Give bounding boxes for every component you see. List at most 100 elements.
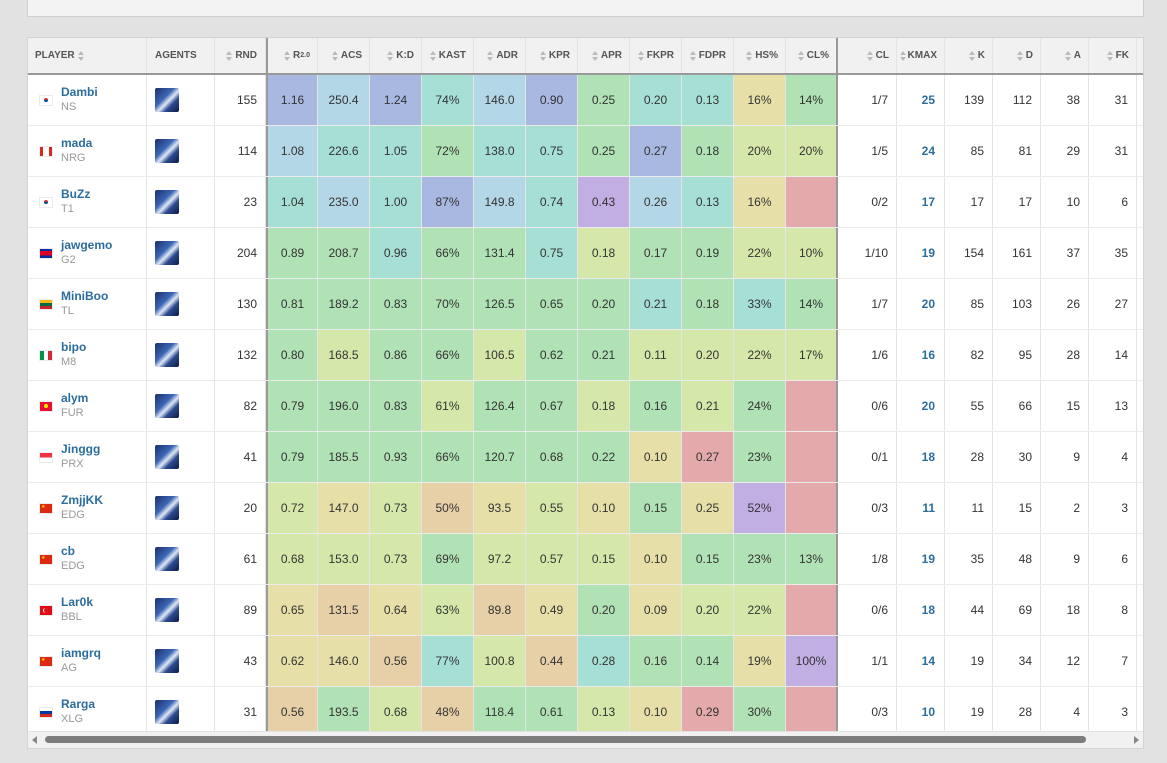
row-overflow — [1137, 228, 1143, 278]
stat-kast-cell: 70% — [422, 279, 474, 329]
stat-acs-cell: 196.0 — [318, 381, 370, 431]
player-name-link[interactable]: Dambi — [61, 85, 98, 99]
scroll-right-icon[interactable] — [1134, 736, 1139, 744]
sort-icon — [387, 50, 394, 61]
header-d[interactable]: D — [993, 38, 1041, 73]
stat-acs-cell: 189.2 — [318, 279, 370, 329]
stat-kast-cell: 66% — [422, 228, 474, 278]
header-player[interactable]: PLAYER — [28, 38, 147, 73]
header-fdpr[interactable]: FDPR — [682, 38, 734, 73]
stat-rating-cell: 0.89 — [266, 228, 318, 278]
stat-kd-cell: 0.68 — [370, 687, 422, 737]
stat-fkpr-cell: 0.10 — [630, 687, 682, 737]
player-name-link[interactable]: cb — [61, 544, 76, 558]
header-agents: AGENTS — [147, 38, 215, 73]
player-name-link[interactable]: alym — [61, 391, 89, 405]
stat-hs-cell: 19% — [734, 636, 786, 686]
header-rating-label: R — [293, 50, 301, 61]
rounds-cell: 41 — [215, 432, 266, 482]
stat-adr-cell: 93.5 — [474, 483, 526, 533]
stat-apr-cell: 0.15 — [578, 534, 630, 584]
agents-cell — [147, 687, 215, 737]
stat-clp-cell: 13% — [786, 534, 838, 584]
first-kills-cell: 7 — [1089, 636, 1137, 686]
player-name-link[interactable]: BuZz — [61, 187, 91, 201]
stat-kpr-cell: 0.75 — [526, 126, 578, 176]
stat-kd-cell: 0.73 — [370, 483, 422, 533]
player-name-link[interactable]: mada — [61, 136, 93, 150]
agents-cell — [147, 636, 215, 686]
header-kpr-label: KPR — [548, 50, 570, 61]
header-clp[interactable]: CL% — [786, 38, 838, 73]
kmax-link[interactable]: 19 — [897, 534, 945, 584]
header-adr[interactable]: ADR — [474, 38, 526, 73]
header-a[interactable]: A — [1041, 38, 1089, 73]
header-kpr[interactable]: KPR — [526, 38, 578, 73]
sort-icon — [900, 50, 906, 61]
first-kills-cell: 6 — [1089, 177, 1137, 227]
stat-kd-cell: 0.96 — [370, 228, 422, 278]
scroll-left-icon[interactable] — [32, 736, 37, 744]
header-hs[interactable]: HS% — [734, 38, 786, 73]
stat-fdpr-cell: 0.14 — [682, 636, 734, 686]
header-kmax[interactable]: KMAX — [897, 38, 945, 73]
horizontal-scrollbar[interactable] — [28, 731, 1143, 748]
player-name-link[interactable]: bipo — [61, 340, 87, 354]
stat-kd-cell: 0.83 — [370, 381, 422, 431]
row-overflow — [1137, 75, 1143, 125]
sort-icon — [429, 50, 436, 61]
first-kills-cell: 13 — [1089, 381, 1137, 431]
kmax-link[interactable]: 19 — [897, 228, 945, 278]
player-name-link[interactable]: Rarga — [61, 697, 96, 711]
kmax-link[interactable]: 16 — [897, 330, 945, 380]
header-rnd[interactable]: RND — [215, 38, 266, 73]
agent-portrait-icon — [155, 241, 179, 265]
header-k[interactable]: K — [945, 38, 993, 73]
stat-fdpr-cell: 0.21 — [682, 381, 734, 431]
stat-kd-cell: 0.83 — [370, 279, 422, 329]
header-adr-label: ADR — [496, 50, 518, 61]
kmax-link[interactable]: 20 — [897, 279, 945, 329]
country-flag-icon — [40, 299, 52, 309]
kmax-link[interactable]: 14 — [897, 636, 945, 686]
scrollbar-thumb[interactable] — [45, 736, 1086, 743]
player-name-link[interactable]: jawgemo — [61, 238, 113, 252]
rounds-cell: 155 — [215, 75, 266, 125]
player-name-link[interactable]: Jinggg — [61, 442, 101, 456]
stat-kpr-cell: 0.74 — [526, 177, 578, 227]
stat-fkpr-cell: 0.16 — [630, 636, 682, 686]
kmax-link[interactable]: 17 — [897, 177, 945, 227]
header-rating[interactable]: R 2.0 — [266, 38, 318, 73]
stat-adr-cell: 138.0 — [474, 126, 526, 176]
stat-hs-cell: 23% — [734, 534, 786, 584]
header-cl[interactable]: CL — [838, 38, 897, 73]
kmax-link[interactable]: 18 — [897, 432, 945, 482]
stat-adr-cell: 131.4 — [474, 228, 526, 278]
kmax-link[interactable]: 10 — [897, 687, 945, 737]
kmax-link[interactable]: 20 — [897, 381, 945, 431]
player-cell: MiniBoo TL — [28, 279, 147, 329]
stat-adr-cell: 120.7 — [474, 432, 526, 482]
player-cell: ★ iamgrq AG — [28, 636, 147, 686]
country-flag-icon — [40, 95, 52, 105]
header-fkpr[interactable]: FKPR — [630, 38, 682, 73]
header-apr[interactable]: APR — [578, 38, 630, 73]
player-name-link[interactable]: ZmjjKK — [61, 493, 103, 507]
kmax-link[interactable]: 18 — [897, 585, 945, 635]
player-info: Rarga XLG — [61, 697, 95, 727]
header-kd[interactable]: K:D — [370, 38, 422, 73]
player-name-link[interactable]: Lar0k — [61, 595, 94, 609]
player-name-link[interactable]: iamgrq — [61, 646, 102, 660]
assists-cell: 9 — [1041, 432, 1089, 482]
player-name-link[interactable]: MiniBoo — [61, 289, 109, 303]
header-kast[interactable]: KAST — [422, 38, 474, 73]
first-kills-cell: 35 — [1089, 228, 1137, 278]
stat-acs-cell: 147.0 — [318, 483, 370, 533]
header-fk[interactable]: FK — [1089, 38, 1137, 73]
player-team: M8 — [61, 356, 77, 368]
header-acs[interactable]: ACS — [318, 38, 370, 73]
kmax-link[interactable]: 11 — [897, 483, 945, 533]
kmax-link[interactable]: 25 — [897, 75, 945, 125]
kmax-link[interactable]: 24 — [897, 126, 945, 176]
stat-clp-cell: 14% — [786, 75, 838, 125]
